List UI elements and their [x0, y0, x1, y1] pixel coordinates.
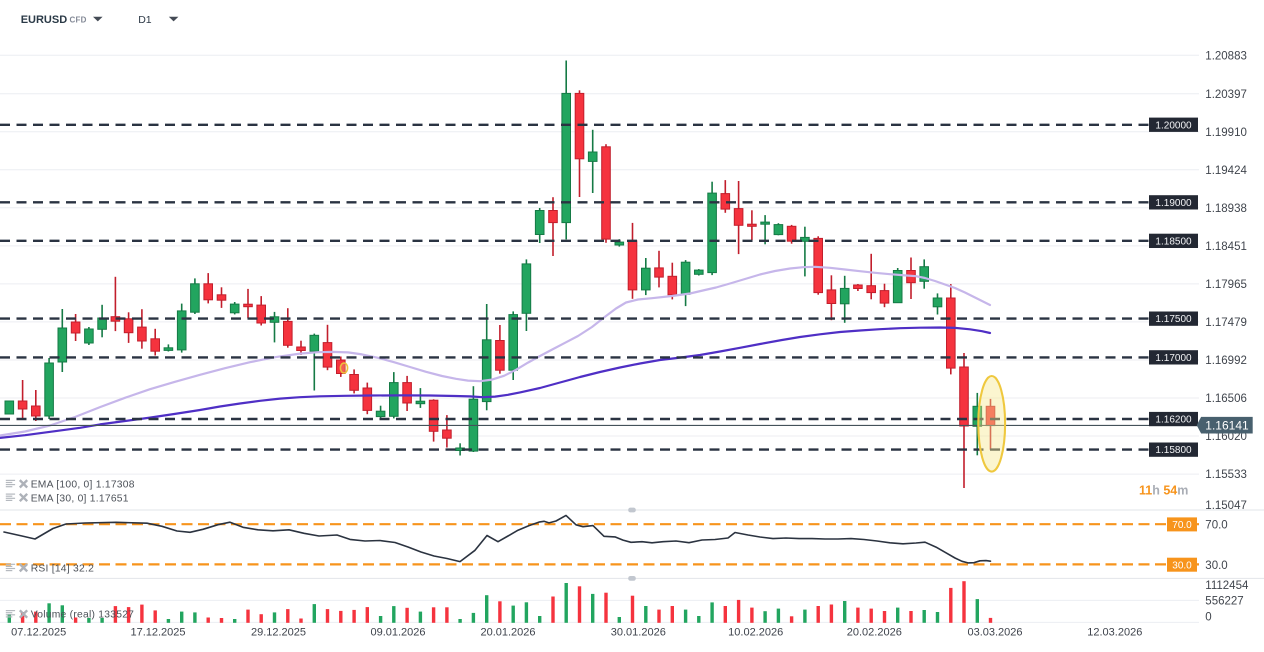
svg-text:10.02.2026: 10.02.2026 — [728, 627, 783, 639]
svg-text:D1: D1 — [138, 14, 152, 26]
svg-text:30.01.2026: 30.01.2026 — [611, 627, 666, 639]
svg-text:1.15533: 1.15533 — [1205, 469, 1247, 481]
svg-text:0: 0 — [1205, 612, 1211, 624]
svg-text:EMA [30, 0] 1.17651: EMA [30, 0] 1.17651 — [31, 493, 129, 504]
svg-text:1.20883: 1.20883 — [1205, 50, 1247, 62]
svg-text:1.19910: 1.19910 — [1205, 127, 1247, 139]
svg-text:EURUSD: EURUSD — [21, 14, 68, 26]
svg-text:CFD: CFD — [70, 15, 87, 24]
svg-text:30.0: 30.0 — [1172, 560, 1192, 571]
svg-text:03.03.2026: 03.03.2026 — [967, 627, 1022, 639]
svg-text:1.17000: 1.17000 — [1155, 353, 1192, 364]
svg-text:1.17965: 1.17965 — [1205, 279, 1247, 291]
svg-text:556227: 556227 — [1205, 595, 1243, 607]
svg-text:1.16141: 1.16141 — [1205, 419, 1249, 433]
svg-text:1.16506: 1.16506 — [1205, 393, 1247, 405]
svg-text:1.17479: 1.17479 — [1205, 317, 1247, 329]
svg-text:20.01.2026: 20.01.2026 — [480, 627, 535, 639]
svg-text:11h 54m: 11h 54m — [1139, 484, 1188, 498]
svg-text:EMA [100, 0] 1.17308: EMA [100, 0] 1.17308 — [31, 480, 135, 491]
svg-text:1.20397: 1.20397 — [1205, 89, 1247, 101]
svg-text:17.12.2025: 17.12.2025 — [130, 627, 185, 639]
svg-text:29.12.2025: 29.12.2025 — [251, 627, 306, 639]
svg-text:1.16020: 1.16020 — [1205, 431, 1247, 443]
svg-text:07.12.2025: 07.12.2025 — [11, 627, 66, 639]
svg-text:20.02.2026: 20.02.2026 — [847, 627, 902, 639]
svg-text:1112454: 1112454 — [1205, 580, 1249, 592]
svg-text:12.03.2026: 12.03.2026 — [1087, 627, 1142, 639]
svg-text:1.16200: 1.16200 — [1155, 415, 1192, 426]
svg-text:1.18938: 1.18938 — [1205, 203, 1247, 215]
svg-text:1.18500: 1.18500 — [1155, 236, 1192, 247]
svg-text:1.17500: 1.17500 — [1155, 314, 1192, 325]
svg-text:RSI [14] 32.2: RSI [14] 32.2 — [31, 563, 94, 574]
svg-text:1.19424: 1.19424 — [1205, 165, 1247, 177]
svg-text:1.15800: 1.15800 — [1155, 445, 1192, 456]
svg-text:1.16992: 1.16992 — [1205, 355, 1247, 367]
svg-text:Volume (real) 133527: Volume (real) 133527 — [31, 610, 134, 621]
svg-text:30.0: 30.0 — [1205, 560, 1227, 572]
svg-text:1.15047: 1.15047 — [1205, 500, 1247, 512]
svg-text:1.19000: 1.19000 — [1155, 198, 1192, 209]
svg-text:1.18451: 1.18451 — [1205, 241, 1247, 253]
svg-text:1.20000: 1.20000 — [1155, 120, 1192, 131]
svg-text:70.0: 70.0 — [1172, 520, 1192, 531]
svg-text:70.0: 70.0 — [1205, 520, 1227, 532]
svg-text:09.01.2026: 09.01.2026 — [370, 627, 425, 639]
